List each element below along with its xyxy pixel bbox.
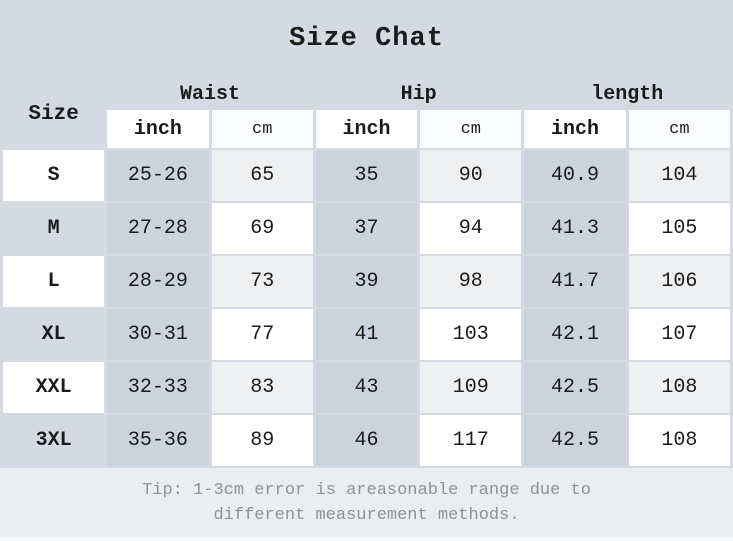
length-inch-cell: 42.5 [524, 415, 626, 466]
hip-cm-cell: 109 [420, 362, 522, 413]
footer-note: Tip: 1-3cm error is areasonable range du… [0, 468, 733, 541]
length-inch-cell: 41.7 [524, 256, 626, 307]
hip-cm-cell: 117 [420, 415, 522, 466]
hip-inch-cell: 39 [315, 256, 418, 307]
unit-header-row: inch cm inch cm inch cm [3, 110, 730, 148]
length-inch-cell: 40.9 [524, 150, 626, 201]
size-cell: S [3, 150, 105, 201]
length-inch-cell: 41.3 [524, 203, 626, 254]
size-cell: XXL [3, 362, 105, 413]
length-cm-cell: 106 [628, 256, 730, 307]
waist-cm-cell: 77 [211, 309, 313, 360]
waist-inch-header: inch [107, 110, 209, 148]
waist-cm-cell: 65 [211, 150, 313, 201]
length-cm-cell: 105 [628, 203, 730, 254]
table-row-l: L 28-29 73 39 98 41.7 106 [3, 256, 730, 307]
waist-cm-header: cm [211, 110, 313, 148]
size-cell: L [3, 256, 105, 307]
length-inch-cell: 42.5 [524, 362, 626, 413]
waist-cm-cell: 69 [211, 203, 313, 254]
hip-cm-cell: 94 [420, 203, 522, 254]
group-header-row: Size Waist Hip length [3, 80, 730, 126]
group-header-length: length [591, 82, 664, 106]
table-row-xl: XL 30-31 77 41 103 42.1 107 [3, 309, 730, 360]
hip-cm-cell: 103 [420, 309, 522, 360]
table-row-3xl: 3XL 35-36 89 46 117 42.5 108 [3, 415, 730, 466]
waist-inch-cell: 35-36 [107, 415, 209, 466]
waist-inch-cell: 30-31 [107, 309, 209, 360]
table-header: Size Waist Hip length inch cm inch cm in… [3, 80, 730, 148]
hip-cm-cell: 90 [420, 150, 522, 201]
waist-cm-cell: 89 [211, 415, 313, 466]
waist-cm-cell: 73 [211, 256, 313, 307]
length-inch-header: inch [524, 110, 626, 148]
hip-inch-header: inch [315, 110, 418, 148]
table-body: S 25-26 65 35 90 40.9 104 M 27-28 69 37 … [3, 150, 730, 466]
table-row-xxl: XXL 32-33 83 43 109 42.5 108 [3, 362, 730, 413]
length-cm-header: cm [628, 110, 730, 148]
group-header-waist: Waist [180, 82, 241, 106]
length-cm-cell: 108 [628, 415, 730, 466]
tip-text-line1: Tip: 1-3cm error is areasonable range du… [142, 481, 591, 500]
group-header-hip: Hip [400, 82, 437, 106]
bottom-strip [0, 537, 733, 541]
waist-cm-cell: 83 [211, 362, 313, 413]
hip-cm-header: cm [420, 110, 522, 148]
hip-inch-cell: 43 [315, 362, 418, 413]
table-row-s: S 25-26 65 35 90 40.9 104 [3, 150, 730, 201]
waist-inch-cell: 25-26 [107, 150, 209, 201]
size-cell: XL [41, 323, 66, 346]
table-row-m: M 27-28 69 37 94 41.3 105 [3, 203, 730, 254]
waist-inch-cell: 28-29 [107, 256, 209, 307]
hip-inch-cell: 46 [315, 415, 418, 466]
length-cm-cell: 107 [628, 309, 730, 360]
length-cm-cell: 104 [628, 150, 730, 201]
length-cm-cell: 108 [628, 362, 730, 413]
waist-inch-cell: 32-33 [107, 362, 209, 413]
hip-cm-cell: 98 [420, 256, 522, 307]
size-cell: M [47, 217, 60, 240]
size-cell: 3XL [35, 429, 72, 452]
size-chart-table: Size Waist Hip length inch cm inch cm in… [0, 78, 733, 468]
length-inch-cell: 42.1 [524, 309, 626, 360]
page-title: Size Chat [289, 24, 444, 54]
hip-inch-cell: 35 [315, 150, 418, 201]
tip-text-line2: different measurement methods. [213, 506, 520, 525]
waist-inch-cell: 27-28 [107, 203, 209, 254]
hip-inch-cell: 41 [315, 309, 418, 360]
size-column-header: Size [28, 102, 79, 126]
hip-inch-cell: 37 [315, 203, 418, 254]
